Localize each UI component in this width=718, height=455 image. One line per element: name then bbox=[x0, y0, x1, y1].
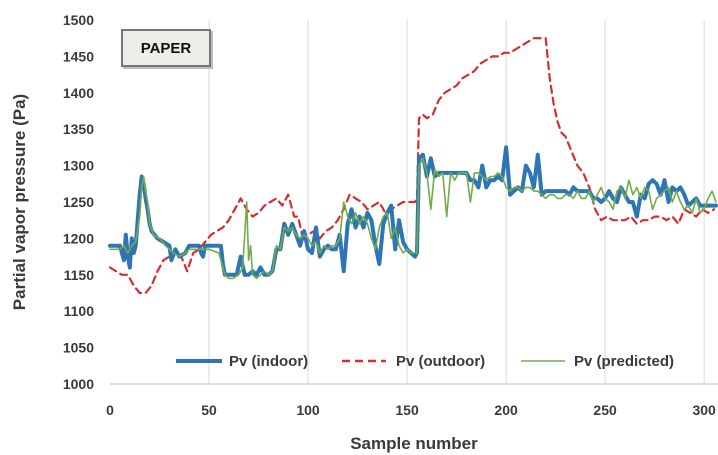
x-axis-title: Sample number bbox=[350, 434, 478, 453]
y-tick-label: 1300 bbox=[63, 158, 94, 174]
y-axis-title: Partial vapor pressure (Pa) bbox=[10, 94, 29, 310]
series-lines bbox=[108, 37, 718, 295]
x-tick-label: 50 bbox=[201, 402, 217, 418]
x-tick-label: 200 bbox=[494, 402, 518, 418]
x-axis-ticks: 0 50 100 150 200 250 300 bbox=[106, 402, 716, 418]
x-tick-label: 0 bbox=[106, 402, 114, 418]
x-tick-label: 250 bbox=[593, 402, 617, 418]
x-tick-label: 150 bbox=[395, 402, 419, 418]
legend-label-outdoor: Pv (outdoor) bbox=[396, 353, 485, 370]
y-tick-label: 1500 bbox=[63, 12, 94, 28]
legend-label-indoor: Pv (indoor) bbox=[229, 353, 308, 370]
y-tick-label: 1000 bbox=[63, 376, 94, 392]
legend-label-predicted: Pv (predicted) bbox=[574, 353, 674, 370]
legend: Pv (indoor) Pv (outdoor) Pv (predicted) bbox=[176, 353, 674, 370]
y-tick-label: 1050 bbox=[63, 340, 94, 356]
vertical-gridlines bbox=[208, 20, 705, 384]
paper-label-text: PAPER bbox=[140, 39, 192, 57]
y-tick-label: 1400 bbox=[63, 85, 94, 101]
y-tick-label: 1350 bbox=[63, 121, 94, 137]
series-line-pv-predicted bbox=[109, 157, 717, 280]
y-tick-label: 1450 bbox=[63, 48, 94, 64]
x-tick-label: 100 bbox=[296, 402, 320, 418]
y-tick-label: 1100 bbox=[64, 303, 95, 319]
y-axis-ticks: 1000 1050 1100 1150 1200 1250 1300 1350 1400 1450… bbox=[63, 12, 94, 392]
x-tick-label: 300 bbox=[692, 402, 716, 418]
y-tick-label: 1250 bbox=[63, 194, 94, 210]
y-tick-label: 1150 bbox=[64, 267, 95, 283]
paper-label-box: PAPER bbox=[121, 29, 211, 67]
series-line-pv-indoor bbox=[108, 145, 718, 277]
y-tick-label: 1200 bbox=[63, 230, 94, 246]
